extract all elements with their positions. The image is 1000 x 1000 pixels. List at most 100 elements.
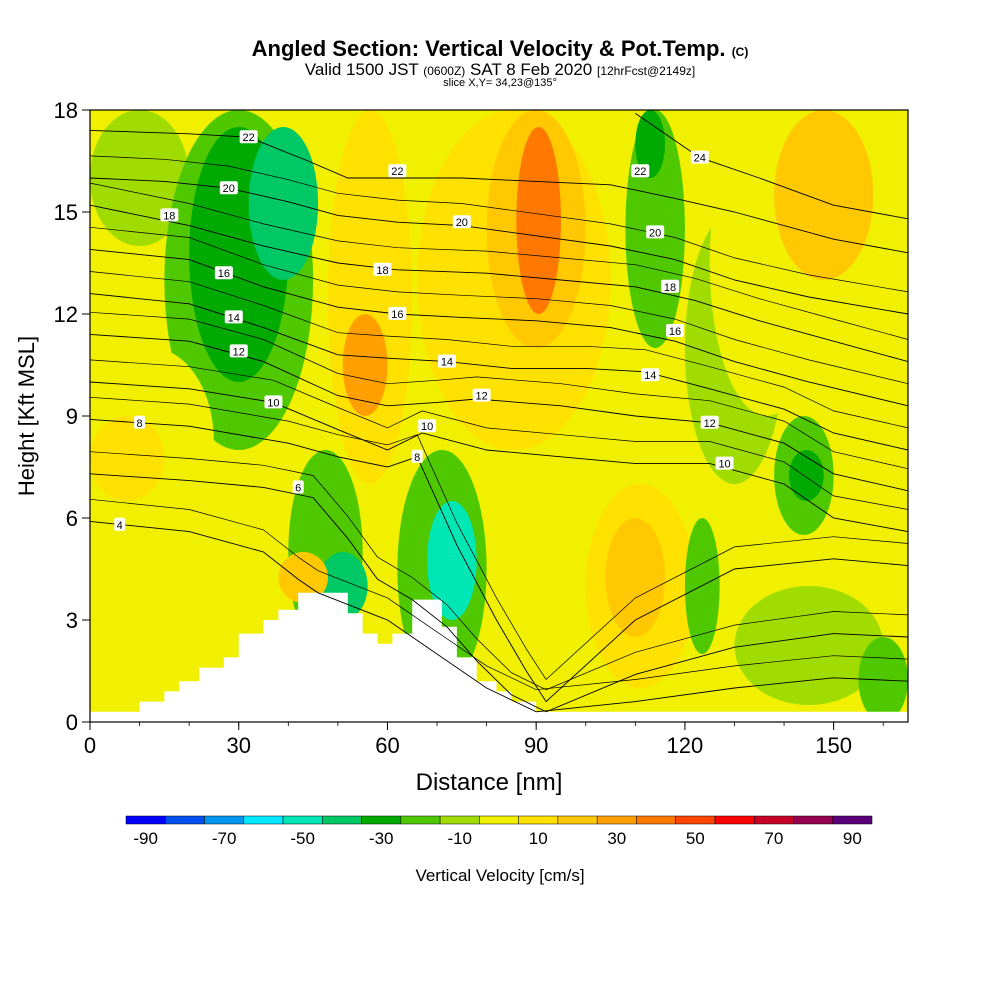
contour-label: 18 [664,282,676,294]
colorbar-swatch [636,815,676,825]
contour-label-bg [134,415,146,429]
velocity-cell [90,416,165,501]
theta-contour [90,271,908,429]
contour-label-bg [224,310,243,324]
contour-label-bg [715,456,734,470]
contour-label: 20 [223,183,235,195]
colorbar: -90 -70 -50 -30 -10 10 30 50 70 90 Vertical Veloci… [125,815,873,885]
colorbar-tick-label: 70 [764,829,783,848]
theta-contour [90,520,908,713]
colorbar-swatch [557,815,598,825]
x-tick-label: 150 [815,733,852,758]
contour-label: 10 [718,459,730,471]
theta-contour [90,396,908,681]
contour-label: 8 [137,418,143,430]
y-tick-label: 15 [54,200,78,225]
colorbar-swatch [675,815,716,825]
contour-label-bg [264,395,283,409]
chart-title: Angled Section: Vertical Velocity & Pot.… [0,36,1000,62]
contour-label-bg [641,368,660,382]
contour-label-bg [239,130,258,144]
y-tick-label: 18 [54,98,78,123]
contour-label: 12 [233,346,245,358]
contour-label-bg [661,279,680,293]
colorbar-tick-label: 10 [529,829,548,848]
colorbar-tick-label: 50 [686,829,705,848]
y-tick-label: 6 [66,506,78,531]
colorbar-tick-label: -90 [133,829,158,848]
colorbar-tick-label: -70 [212,829,237,848]
theta-contour [90,498,908,691]
colorbar-swatch [204,815,245,825]
y-tick-label: 9 [66,404,78,429]
y-axis-label: Height [Kft MSL] [14,336,39,496]
y-tick-label: 3 [66,608,78,633]
colorbar-swatch [439,815,480,825]
theta-contour [90,155,908,293]
slice-info: slice X,Y= 34,23@135° [443,77,557,89]
valid-zulu: (0600Z) [423,64,466,78]
velocity-cell [248,127,319,280]
colorbar-label: Vertical Velocity [cm/s] [415,866,584,885]
x-tick-label: 60 [375,733,399,758]
y-tick-label: 0 [66,710,78,735]
contour-label: 18 [376,265,388,277]
contour-label: 22 [243,132,255,144]
theta-contour [90,451,908,691]
contour-label: 22 [634,166,646,178]
velocity-cell [734,586,884,705]
contour-label-bg [437,354,456,368]
axes: 0 30 60 90 120 150 0 3 6 9 12 15 18 Distance [nm] Heig… [14,98,909,796]
contour-label-bg [160,208,179,222]
contour-label-bg [388,307,407,320]
contour-label: 14 [228,312,240,324]
contour-label-bg [292,480,304,494]
theta-contour [90,473,908,713]
contour-label: 10 [267,397,279,409]
x-tick-label: 30 [226,733,250,758]
x-tick-label: 120 [667,733,704,758]
colorbar-tick-label: 90 [843,829,862,848]
x-axis-label: Distance [nm] [416,769,563,796]
theta-contour [90,248,908,407]
chart-title-main: Angled Section: Vertical Velocity & Pot.… [251,36,726,61]
contour-label-bg [452,215,471,229]
colorbar-tick-label: -50 [290,829,315,848]
contour-label-bg [114,517,126,531]
terrain [90,592,908,722]
contour-label: 16 [218,268,230,280]
chart-title-unit: (C) [731,45,749,59]
velocity-cell [774,110,874,280]
contour-label: 20 [649,227,661,239]
contour-label-bg [411,449,423,463]
colorbar-swatch [753,815,794,825]
velocity-cell [605,518,666,637]
colorbar-tick-label: -10 [447,829,472,848]
theta-contour [90,226,908,385]
contour-label-bg [418,419,437,433]
velocity-cell [789,450,824,501]
forecast-info: [12hrFcst@2149z] [596,64,696,78]
contour-label: 14 [644,370,656,382]
contour-label-bg [472,388,491,402]
colorbar-tick-label: 30 [607,829,626,848]
colorbar-swatch [596,815,637,825]
colorbar-swatch [793,815,833,825]
contour-label: 16 [669,326,681,338]
contour-label-bg [229,344,248,358]
contour-label-bg [373,262,392,276]
colorbar-swatch [165,815,205,825]
theta-contour [90,204,908,363]
contour-label: 24 [694,153,706,165]
colorbar-tick-label: -30 [369,829,394,848]
x-tick-label: 90 [524,733,548,758]
contour-label: 20 [456,217,468,229]
contour-label: 8 [414,452,420,464]
colorbar-swatch [125,815,166,825]
contour-label: 12 [704,418,716,430]
contour-label-bg [690,150,709,164]
velocity-cell [427,501,477,620]
velocity-cell [342,314,388,416]
theta-contour [90,418,908,703]
